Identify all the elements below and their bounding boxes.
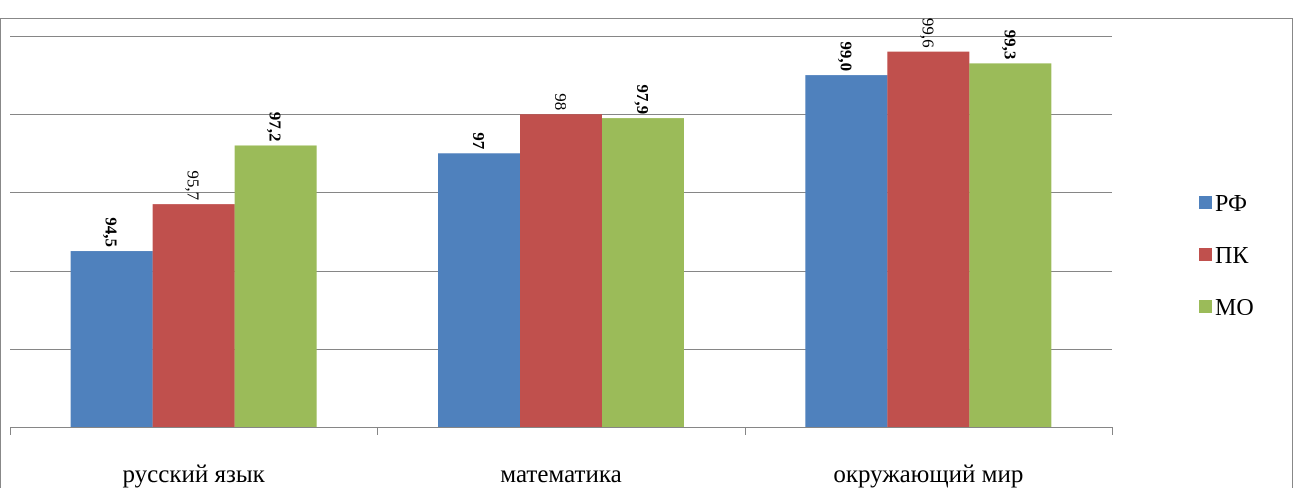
x-tick-label: математика xyxy=(500,461,621,488)
legend-label: ПК xyxy=(1215,243,1249,269)
data-label: 97,9 xyxy=(633,84,652,114)
legend-swatch xyxy=(1199,196,1212,209)
data-label: 97 xyxy=(469,132,488,150)
data-label: 94,5 xyxy=(102,217,121,247)
data-label: 99,0 xyxy=(836,41,855,71)
x-tick-label: окружающий мир xyxy=(833,461,1023,488)
data-label: 97,2 xyxy=(266,112,285,142)
legend-label: РФ xyxy=(1215,191,1247,217)
bar xyxy=(805,75,888,427)
bar xyxy=(602,118,684,428)
data-label: 98 xyxy=(551,93,570,110)
bar xyxy=(887,51,970,427)
bar xyxy=(438,153,520,428)
bar xyxy=(152,204,235,427)
data-label: 99,6 xyxy=(918,18,937,48)
bar xyxy=(520,114,602,427)
bar xyxy=(969,63,1052,428)
bar xyxy=(70,251,153,427)
x-axis xyxy=(10,427,1113,435)
data-label: 95,7 xyxy=(184,170,203,200)
legend-swatch xyxy=(1199,300,1212,313)
bar xyxy=(234,145,317,428)
bars xyxy=(70,51,1052,428)
legend-label: МО xyxy=(1215,295,1254,321)
x-tick-label: русский язык xyxy=(122,461,265,488)
legend: РФ ПК МО xyxy=(1199,191,1254,321)
legend-swatch xyxy=(1199,248,1212,261)
data-labels: 94,5 95,7 97,2 97 98 97,9 99,0 99,6 99,3 xyxy=(102,18,1020,247)
data-label: 99,3 xyxy=(1000,30,1019,60)
x-tick-labels: русский язык математика окружающий мир xyxy=(122,461,1023,488)
